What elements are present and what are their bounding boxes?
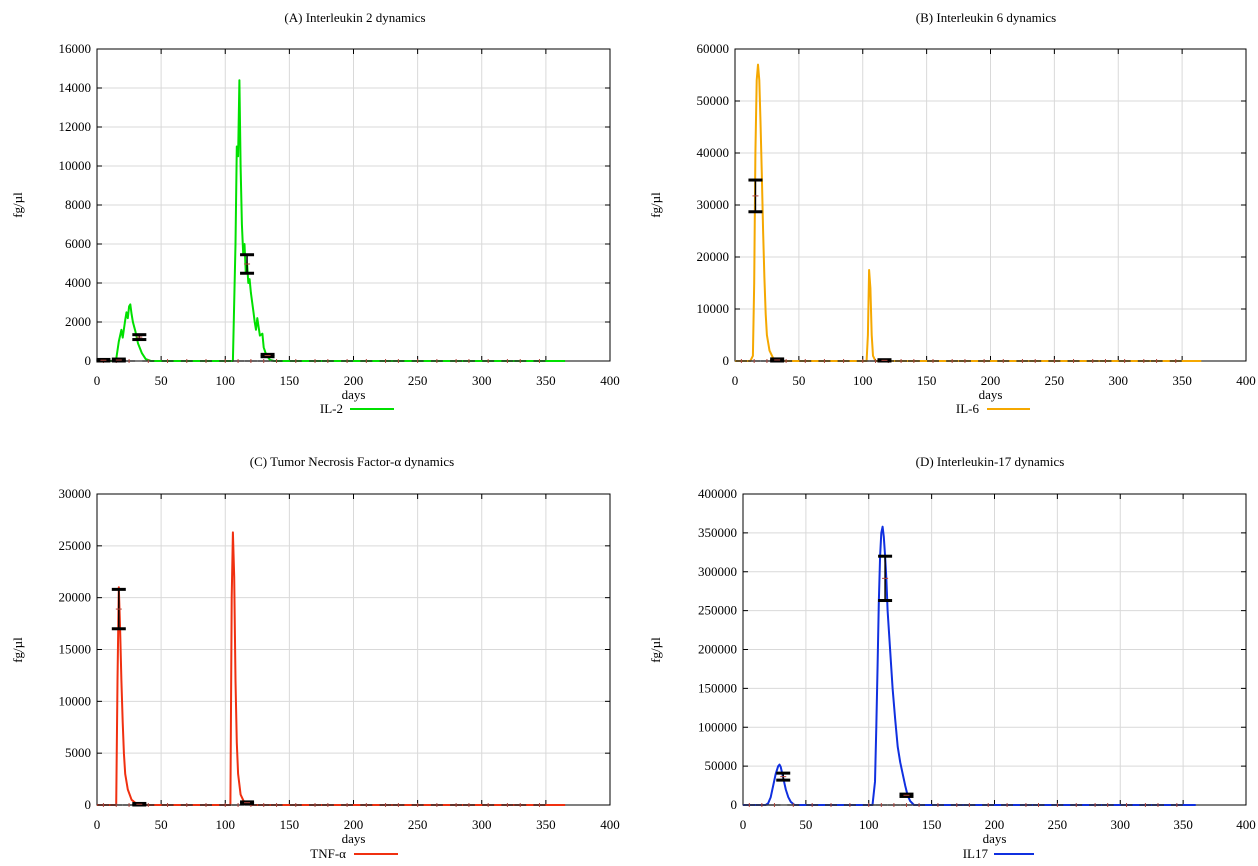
y-tick-label: 150000 — [698, 680, 737, 695]
y-tick-label: 50000 — [697, 93, 730, 108]
y-tick-label: 0 — [731, 797, 738, 812]
y-tick-label: 300000 — [698, 564, 737, 579]
y-axis-label: fg/µl — [10, 192, 25, 218]
x-tick-label: 0 — [94, 817, 101, 832]
y-tick-label: 25000 — [59, 538, 92, 553]
legend-label: IL17 — [963, 846, 989, 861]
y-tick-label: 10000 — [59, 158, 92, 173]
x-tick-label: 150 — [917, 373, 937, 388]
x-tick-label: 250 — [1048, 817, 1068, 832]
x-tick-label: 300 — [472, 373, 492, 388]
y-tick-label: 50000 — [705, 758, 738, 773]
y-tick-label: 30000 — [59, 486, 92, 501]
y-tick-label: 30000 — [697, 197, 730, 212]
y-tick-label: 8000 — [65, 197, 91, 212]
x-tick-label: 0 — [94, 373, 101, 388]
y-tick-label: 12000 — [59, 119, 92, 134]
x-tick-label: 400 — [600, 817, 620, 832]
y-tick-label: 5000 — [65, 745, 91, 760]
x-tick-label: 400 — [1236, 817, 1256, 832]
y-tick-label: 2000 — [65, 314, 91, 329]
chart-title: (B) Interleukin 6 dynamics — [916, 10, 1056, 25]
y-tick-label: 6000 — [65, 236, 91, 251]
x-tick-label: 100 — [216, 817, 236, 832]
x-tick-label: 350 — [536, 817, 556, 832]
x-tick-label: 0 — [740, 817, 747, 832]
chart-panel-2: (C) Tumor Necrosis Factor-α dynamics 0 50 1… — [10, 454, 620, 861]
y-tick-label: 4000 — [65, 275, 91, 290]
x-tick-label: 350 — [536, 373, 556, 388]
chart-panel-0: (A) Interleukin 2 dynamics 0 50 100 150 200 25… — [10, 10, 620, 416]
x-tick-label: 200 — [985, 817, 1005, 832]
x-tick-label: 300 — [472, 817, 492, 832]
series-line-IL-2 — [97, 79, 566, 362]
x-tick-label: 200 — [344, 373, 364, 388]
chart-title: (A) Interleukin 2 dynamics — [284, 10, 425, 25]
x-tick-label: 200 — [981, 373, 1001, 388]
x-tick-label: 200 — [344, 817, 364, 832]
y-tick-label: 0 — [85, 797, 92, 812]
y-tick-label: 10000 — [59, 693, 92, 708]
x-tick-label: 300 — [1109, 373, 1129, 388]
series-line-IL17 — [743, 525, 1196, 806]
legend-label: IL-6 — [956, 401, 980, 416]
y-tick-label: 350000 — [698, 525, 737, 540]
y-tick-label: 400000 — [698, 486, 737, 501]
y-tick-label: 250000 — [698, 603, 737, 618]
x-tick-label: 300 — [1111, 817, 1131, 832]
y-tick-label: 15000 — [59, 642, 92, 657]
x-tick-label: 50 — [792, 373, 805, 388]
y-axis-label: fg/µl — [10, 637, 25, 663]
y-tick-label: 0 — [723, 353, 730, 368]
y-axis-label: fg/µl — [648, 192, 663, 218]
y-tick-label: 60000 — [697, 41, 730, 56]
chart-panel-3: (D) Interleukin-17 dynamics 0 50 100 150 200 2… — [648, 454, 1256, 861]
x-tick-label: 350 — [1173, 817, 1193, 832]
x-tick-label: 150 — [922, 817, 942, 832]
x-tick-label: 250 — [408, 373, 428, 388]
x-tick-label: 50 — [155, 817, 168, 832]
y-tick-label: 16000 — [59, 41, 92, 56]
y-tick-label: 10000 — [697, 301, 730, 316]
chart-panel-1: (B) Interleukin 6 dynamics 0 50 100 150 200 25… — [648, 10, 1256, 416]
x-tick-label: 400 — [1236, 373, 1256, 388]
x-tick-label: 50 — [799, 817, 812, 832]
y-tick-label: 100000 — [698, 719, 737, 734]
legend-label: IL-2 — [320, 401, 343, 416]
series-line-IL-6 — [735, 63, 1202, 362]
y-tick-label: 20000 — [697, 249, 730, 264]
chart-title: (D) Interleukin-17 dynamics — [916, 454, 1065, 469]
y-tick-label: 200000 — [698, 642, 737, 657]
y-tick-label: 14000 — [59, 80, 92, 95]
x-tick-label: 0 — [732, 373, 739, 388]
x-axis-label: days — [979, 387, 1003, 402]
legend-label: TNF-α — [310, 846, 346, 861]
chart-title: (C) Tumor Necrosis Factor-α dynamics — [250, 454, 454, 469]
x-tick-label: 100 — [216, 373, 236, 388]
x-axis-label: days — [342, 387, 366, 402]
x-tick-label: 150 — [280, 373, 300, 388]
y-tick-label: 0 — [85, 353, 92, 368]
x-axis-label: days — [342, 831, 366, 846]
x-tick-label: 250 — [408, 817, 428, 832]
x-axis-label: days — [983, 831, 1007, 846]
x-tick-label: 50 — [155, 373, 168, 388]
y-tick-label: 40000 — [697, 145, 730, 160]
x-tick-label: 350 — [1172, 373, 1192, 388]
x-tick-label: 100 — [853, 373, 873, 388]
y-tick-label: 20000 — [59, 590, 92, 605]
y-axis-label: fg/µl — [648, 637, 663, 663]
series-line-TNF-α — [97, 531, 566, 806]
x-tick-label: 250 — [1045, 373, 1065, 388]
x-tick-label: 400 — [600, 373, 620, 388]
x-tick-label: 100 — [859, 817, 879, 832]
x-tick-label: 150 — [280, 817, 300, 832]
